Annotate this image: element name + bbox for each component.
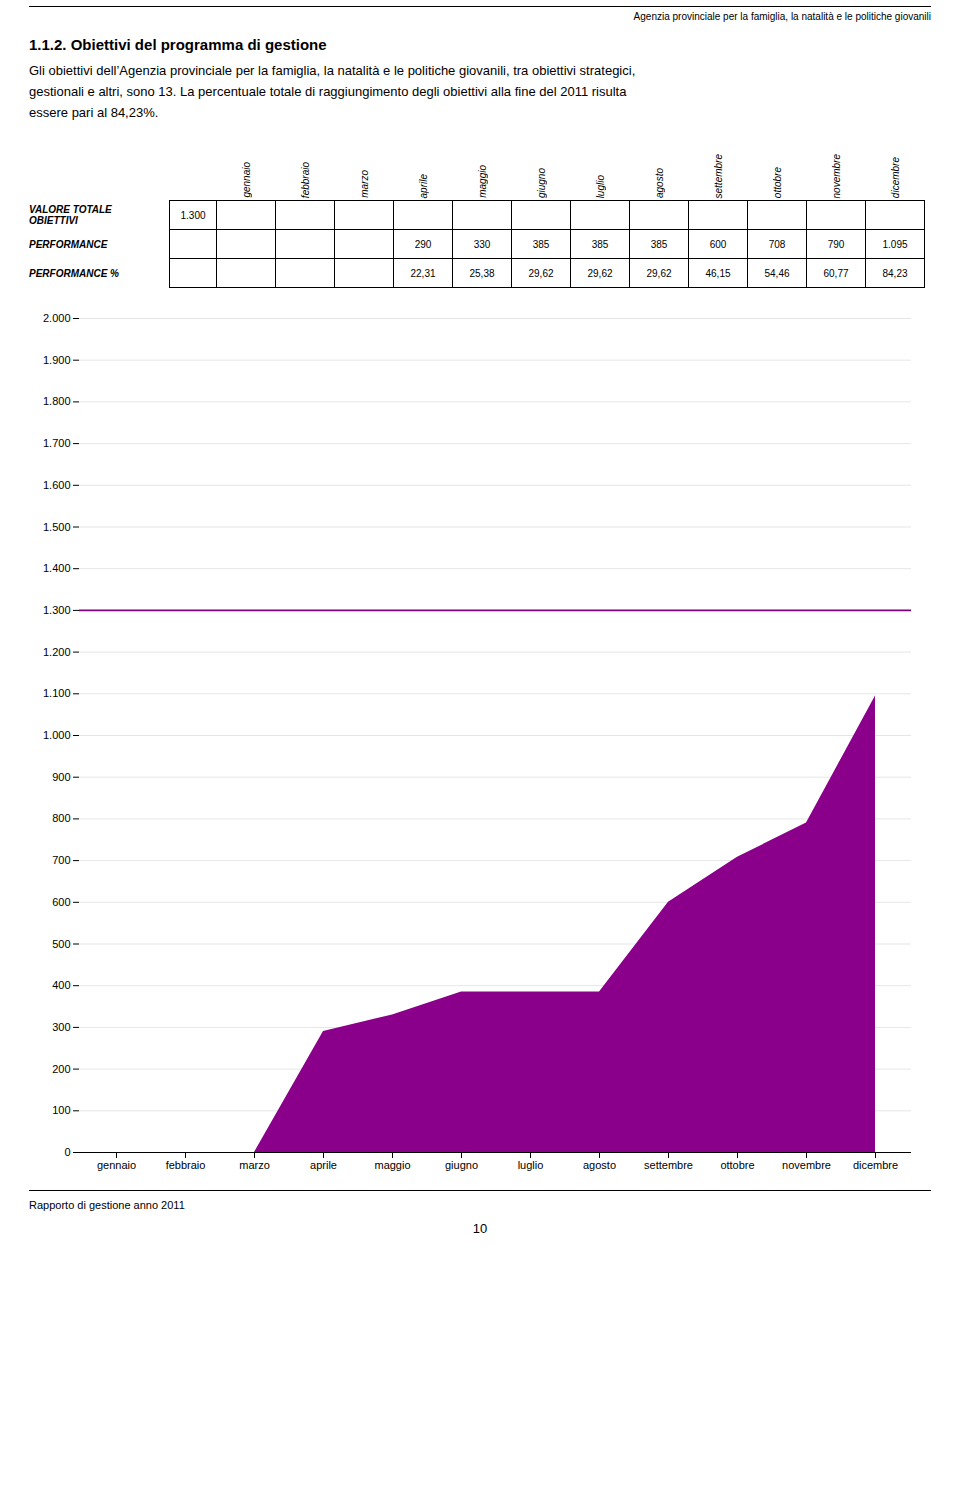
html-text:54,46: 54,46 [764, 267, 790, 279]
svg-text:1.600: 1.600 [43, 479, 71, 491]
html-text:29,62: 29,62 [587, 267, 613, 279]
svg-text:gennaio: gennaio [97, 1159, 136, 1171]
html-text:290: 290 [414, 238, 432, 250]
svg-text:800: 800 [52, 812, 70, 824]
html-text:giugno: giugno [535, 168, 547, 198]
html-text:gennaio: gennaio [240, 162, 252, 198]
html-text:60,77: 60,77 [823, 267, 849, 279]
html-text:PERFORMANCE: PERFORMANCE [29, 238, 108, 250]
svg-text:1.100: 1.100 [43, 687, 71, 699]
html-text:22,31: 22,31 [410, 267, 436, 279]
html-text:385: 385 [650, 238, 668, 250]
svg-text:agosto: agosto [583, 1159, 616, 1171]
svg-text:1.200: 1.200 [43, 646, 71, 658]
html-text:Rapporto di gestione anno 2011: Rapporto di gestione anno 2011 [29, 1199, 185, 1211]
html-text:84,23: 84,23 [882, 267, 908, 279]
svg-text:settembre: settembre [644, 1159, 693, 1171]
svg-text:1.000: 1.000 [43, 729, 71, 741]
html-text:marzo: marzo [358, 170, 370, 198]
svg-text:0: 0 [64, 1146, 70, 1158]
svg-text:500: 500 [52, 938, 70, 950]
svg-text:200: 200 [52, 1063, 70, 1075]
html-text:ottobre: ottobre [771, 166, 783, 198]
html-text:febbraio: febbraio [299, 161, 311, 198]
svg-text:900: 900 [52, 771, 70, 783]
svg-text:1.300: 1.300 [43, 604, 71, 616]
svg-text:febbraio: febbraio [166, 1159, 206, 1171]
html-text:600: 600 [709, 238, 727, 250]
html-text:luglio: luglio [594, 174, 606, 198]
html-text:25,38: 25,38 [469, 267, 495, 279]
html-text:dicembre: dicembre [889, 156, 901, 198]
svg-text:giugno: giugno [445, 1159, 478, 1171]
svg-text:1.900: 1.900 [43, 354, 71, 366]
html-text:29,62: 29,62 [646, 267, 672, 279]
html-text:essere pari al 84,23%.: essere pari al 84,23%. [29, 105, 159, 120]
svg-text:ottobre: ottobre [720, 1159, 754, 1171]
html-text:385: 385 [532, 238, 550, 250]
html-text:790: 790 [827, 238, 845, 250]
svg-text:1.700: 1.700 [43, 437, 71, 449]
svg-text:600: 600 [52, 896, 70, 908]
html-text:VALORE TOTALE OBIETTIVI: VALORE TOTALE OBIETTIVI [29, 204, 112, 226]
html-text:PERFORMANCE %: PERFORMANCE % [29, 267, 119, 279]
html-text:1.095: 1.095 [882, 238, 908, 250]
html-text:46,15: 46,15 [705, 267, 731, 279]
html-text:385: 385 [591, 238, 609, 250]
html-text:708: 708 [768, 238, 786, 250]
html-text:1.300: 1.300 [180, 209, 206, 221]
svg-text:aprile: aprile [310, 1159, 337, 1171]
svg-text:400: 400 [52, 979, 70, 991]
svg-text:maggio: maggio [374, 1159, 410, 1171]
html-text:aprile: aprile [417, 173, 429, 198]
html-text:10: 10 [472, 1221, 488, 1236]
svg-text:2.000: 2.000 [43, 312, 71, 324]
svg-text:1.400: 1.400 [43, 562, 71, 574]
svg-text:dicembre: dicembre [853, 1159, 898, 1171]
svg-text:300: 300 [52, 1021, 70, 1033]
svg-text:700: 700 [52, 854, 70, 866]
html-text:novembre: novembre [830, 153, 842, 198]
html-text:1.1.2. Obiettivi del programma: 1.1.2. Obiettivi del programma di gestio… [29, 36, 327, 53]
html-text:Agenzia provinciale per la fam: Agenzia provinciale per la famiglia, la … [633, 11, 931, 22]
html-text:gestionali e altri, sono 13. L: gestionali e altri, sono 13. La percentu… [29, 84, 627, 99]
svg-text:1.500: 1.500 [43, 521, 71, 533]
html-text:settembre: settembre [712, 153, 724, 198]
html-text:maggio: maggio [476, 165, 488, 198]
html-text:330: 330 [473, 238, 491, 250]
svg-text:novembre: novembre [782, 1159, 831, 1171]
html-text:Gli obiettivi dell’Agenzia pro: Gli obiettivi dell’Agenzia provinciale p… [29, 63, 636, 78]
svg-text:100: 100 [52, 1104, 70, 1116]
html-text:agosto: agosto [653, 168, 665, 198]
svg-text:luglio: luglio [518, 1159, 544, 1171]
svg-text:1.800: 1.800 [43, 395, 71, 407]
svg-text:marzo: marzo [239, 1159, 270, 1171]
html-text:29,62: 29,62 [528, 267, 554, 279]
